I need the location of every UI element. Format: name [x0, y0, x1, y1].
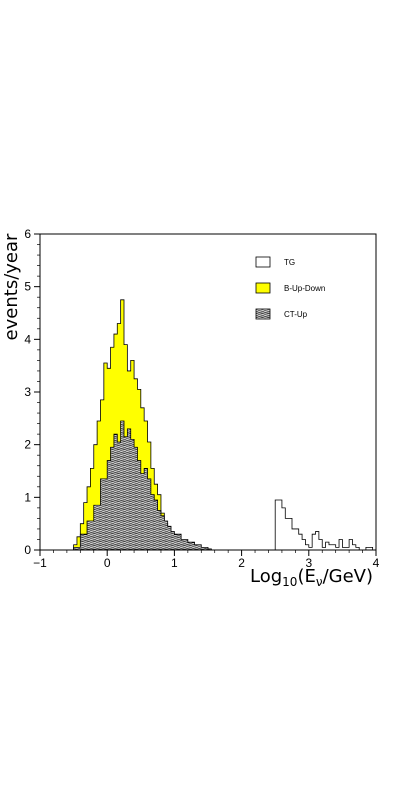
- legend-label-ct-up: CT-Up: [284, 310, 308, 319]
- x-tick-label: 3: [305, 556, 312, 570]
- legend-label-b-up-down: B-Up-Down: [284, 284, 325, 293]
- series-tg: [73, 499, 374, 551]
- x-tick-label: 4: [373, 556, 380, 570]
- legend-swatch-ct-up: [255, 308, 271, 320]
- y-tick-label: 3: [24, 385, 31, 399]
- x-tick-label: −1: [33, 556, 47, 570]
- x-tick-label: 1: [171, 556, 178, 570]
- y-axis: 0 1 2 3 4 5 6: [24, 227, 40, 557]
- y-tick-label: 4: [24, 332, 31, 346]
- plot-area: [39, 233, 377, 551]
- x-axis: −1 0 1 2 3 4: [33, 550, 380, 570]
- y-tick-label: 2: [24, 438, 31, 452]
- x-tick-label: 0: [104, 556, 111, 570]
- legend-swatch-b-up-down: [255, 282, 271, 294]
- y-tick-label: 0: [24, 543, 31, 557]
- x-tick-label: 2: [238, 556, 245, 570]
- legend: TG B-Up-Down CT-Up: [255, 256, 325, 320]
- y-axis-title: events/year: [1, 233, 22, 340]
- series-ct-up: [73, 420, 212, 551]
- x-axis-title: Log10(Eν/GeV): [250, 566, 373, 589]
- y-tick-label: 1: [24, 490, 31, 504]
- y-tick-label: 6: [24, 227, 31, 241]
- legend-label-tg: TG: [284, 258, 295, 267]
- y-tick-label: 5: [24, 280, 31, 294]
- legend-swatch-tg: [255, 256, 271, 268]
